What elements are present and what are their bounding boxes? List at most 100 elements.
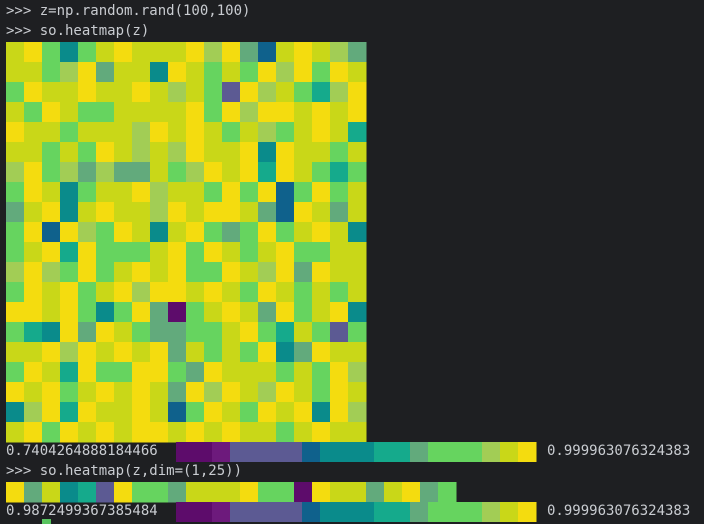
heatmap-cell bbox=[186, 482, 205, 503]
heatmap-cell bbox=[276, 82, 295, 103]
heatmap-cell bbox=[222, 122, 241, 143]
heatmap-cell bbox=[330, 222, 349, 243]
colorbar-segment bbox=[230, 502, 249, 522]
heatmap-cell bbox=[60, 42, 79, 63]
heatmap-cell bbox=[24, 382, 43, 403]
heatmap-cell bbox=[294, 122, 313, 143]
heatmap-cell bbox=[348, 222, 367, 243]
heatmap-cell bbox=[240, 222, 259, 243]
heatmap-cell bbox=[240, 482, 259, 503]
heatmap-cell bbox=[294, 402, 313, 423]
colorbar-segment bbox=[230, 442, 249, 462]
heatmap-cell bbox=[24, 322, 43, 343]
heatmap-cell bbox=[312, 422, 331, 443]
heatmap-cell bbox=[330, 82, 349, 103]
colorbar-segment bbox=[446, 502, 465, 522]
colorbar-segment bbox=[500, 442, 519, 462]
heatmap-cell bbox=[330, 182, 349, 203]
heatmap-cell bbox=[186, 322, 205, 343]
colorbar-segment bbox=[428, 442, 447, 462]
heatmap-cell bbox=[24, 222, 43, 243]
heatmap-cell bbox=[420, 482, 439, 503]
colorbar-segment bbox=[374, 502, 393, 522]
heatmap-cell bbox=[312, 182, 331, 203]
heatmap-cell bbox=[330, 282, 349, 303]
heatmap-cell bbox=[78, 322, 97, 343]
heatmap-cell bbox=[312, 62, 331, 83]
heatmap-cell bbox=[294, 302, 313, 323]
heatmap-cell bbox=[60, 102, 79, 123]
heatmap-cell bbox=[168, 382, 187, 403]
heatmap-cell bbox=[258, 342, 277, 363]
heatmap-cell bbox=[132, 142, 151, 163]
heatmap-cell bbox=[132, 402, 151, 423]
heatmap-cell bbox=[312, 262, 331, 283]
heatmap-cell bbox=[186, 142, 205, 163]
heatmap-cell bbox=[24, 182, 43, 203]
colorbar-segment bbox=[176, 502, 195, 522]
heatmap-cell bbox=[114, 202, 133, 223]
heatmap-cell bbox=[330, 122, 349, 143]
heatmap-cell bbox=[276, 162, 295, 183]
heatmap-cell bbox=[114, 142, 133, 163]
heatmap-cell bbox=[6, 42, 25, 63]
heatmap-cell bbox=[276, 122, 295, 143]
heatmap-cell bbox=[114, 222, 133, 243]
colorbar-segment bbox=[392, 442, 411, 462]
heatmap-cell bbox=[96, 402, 115, 423]
heatmap-cell bbox=[42, 342, 61, 363]
colorbar-segment bbox=[374, 442, 393, 462]
heatmap-cell bbox=[294, 222, 313, 243]
heatmap-cell bbox=[78, 302, 97, 323]
colorbar-segment bbox=[320, 442, 339, 462]
heatmap-cell bbox=[60, 82, 79, 103]
heatmap-cell bbox=[6, 342, 25, 363]
heatmap-cell bbox=[222, 262, 241, 283]
heatmap-cell bbox=[60, 242, 79, 263]
heatmap-cell bbox=[96, 142, 115, 163]
heatmap-cell bbox=[258, 62, 277, 83]
heatmap-cell bbox=[150, 362, 169, 383]
heatmap-cell bbox=[78, 482, 97, 503]
heatmap-cell bbox=[276, 362, 295, 383]
heatmap-cell bbox=[276, 402, 295, 423]
heatmap-cell bbox=[276, 62, 295, 83]
heatmap-cell bbox=[240, 122, 259, 143]
heatmap-cell bbox=[222, 402, 241, 423]
heatmap-cell bbox=[78, 222, 97, 243]
heatmap-cell bbox=[276, 42, 295, 63]
heatmap-cell bbox=[78, 122, 97, 143]
heatmap-cell bbox=[294, 162, 313, 183]
heatmap-cell bbox=[60, 122, 79, 143]
heatmap-cell bbox=[330, 322, 349, 343]
heatmap-cell bbox=[348, 62, 367, 83]
colorbar-segment bbox=[266, 502, 285, 522]
heatmap-cell bbox=[6, 222, 25, 243]
colorbar-min: 0.7404264888184466 bbox=[6, 443, 158, 459]
heatmap-cell bbox=[330, 402, 349, 423]
heatmap-cell bbox=[348, 342, 367, 363]
colorbar-segment bbox=[410, 502, 429, 522]
heatmap-cell bbox=[312, 42, 331, 63]
heatmap-cell bbox=[186, 182, 205, 203]
heatmap-cell bbox=[132, 182, 151, 203]
heatmap-cell bbox=[222, 182, 241, 203]
heatmap-cell bbox=[42, 162, 61, 183]
heatmap-cell bbox=[402, 482, 421, 503]
heatmap-cell bbox=[240, 202, 259, 223]
heatmap-cell bbox=[222, 242, 241, 263]
heatmap-cell bbox=[60, 322, 79, 343]
heatmap-cell bbox=[24, 242, 43, 263]
colorbar-segment bbox=[212, 442, 231, 462]
heatmap-cell bbox=[240, 102, 259, 123]
heatmap-cell bbox=[168, 162, 187, 183]
heatmap-cell bbox=[168, 302, 187, 323]
heatmap-cell bbox=[330, 262, 349, 283]
heatmap-cell bbox=[222, 82, 241, 103]
heatmap-cell bbox=[348, 82, 367, 103]
heatmap-cell bbox=[42, 402, 61, 423]
heatmap bbox=[6, 482, 537, 522]
colorbar-segment bbox=[500, 502, 519, 522]
colorbar-segment bbox=[176, 442, 195, 462]
